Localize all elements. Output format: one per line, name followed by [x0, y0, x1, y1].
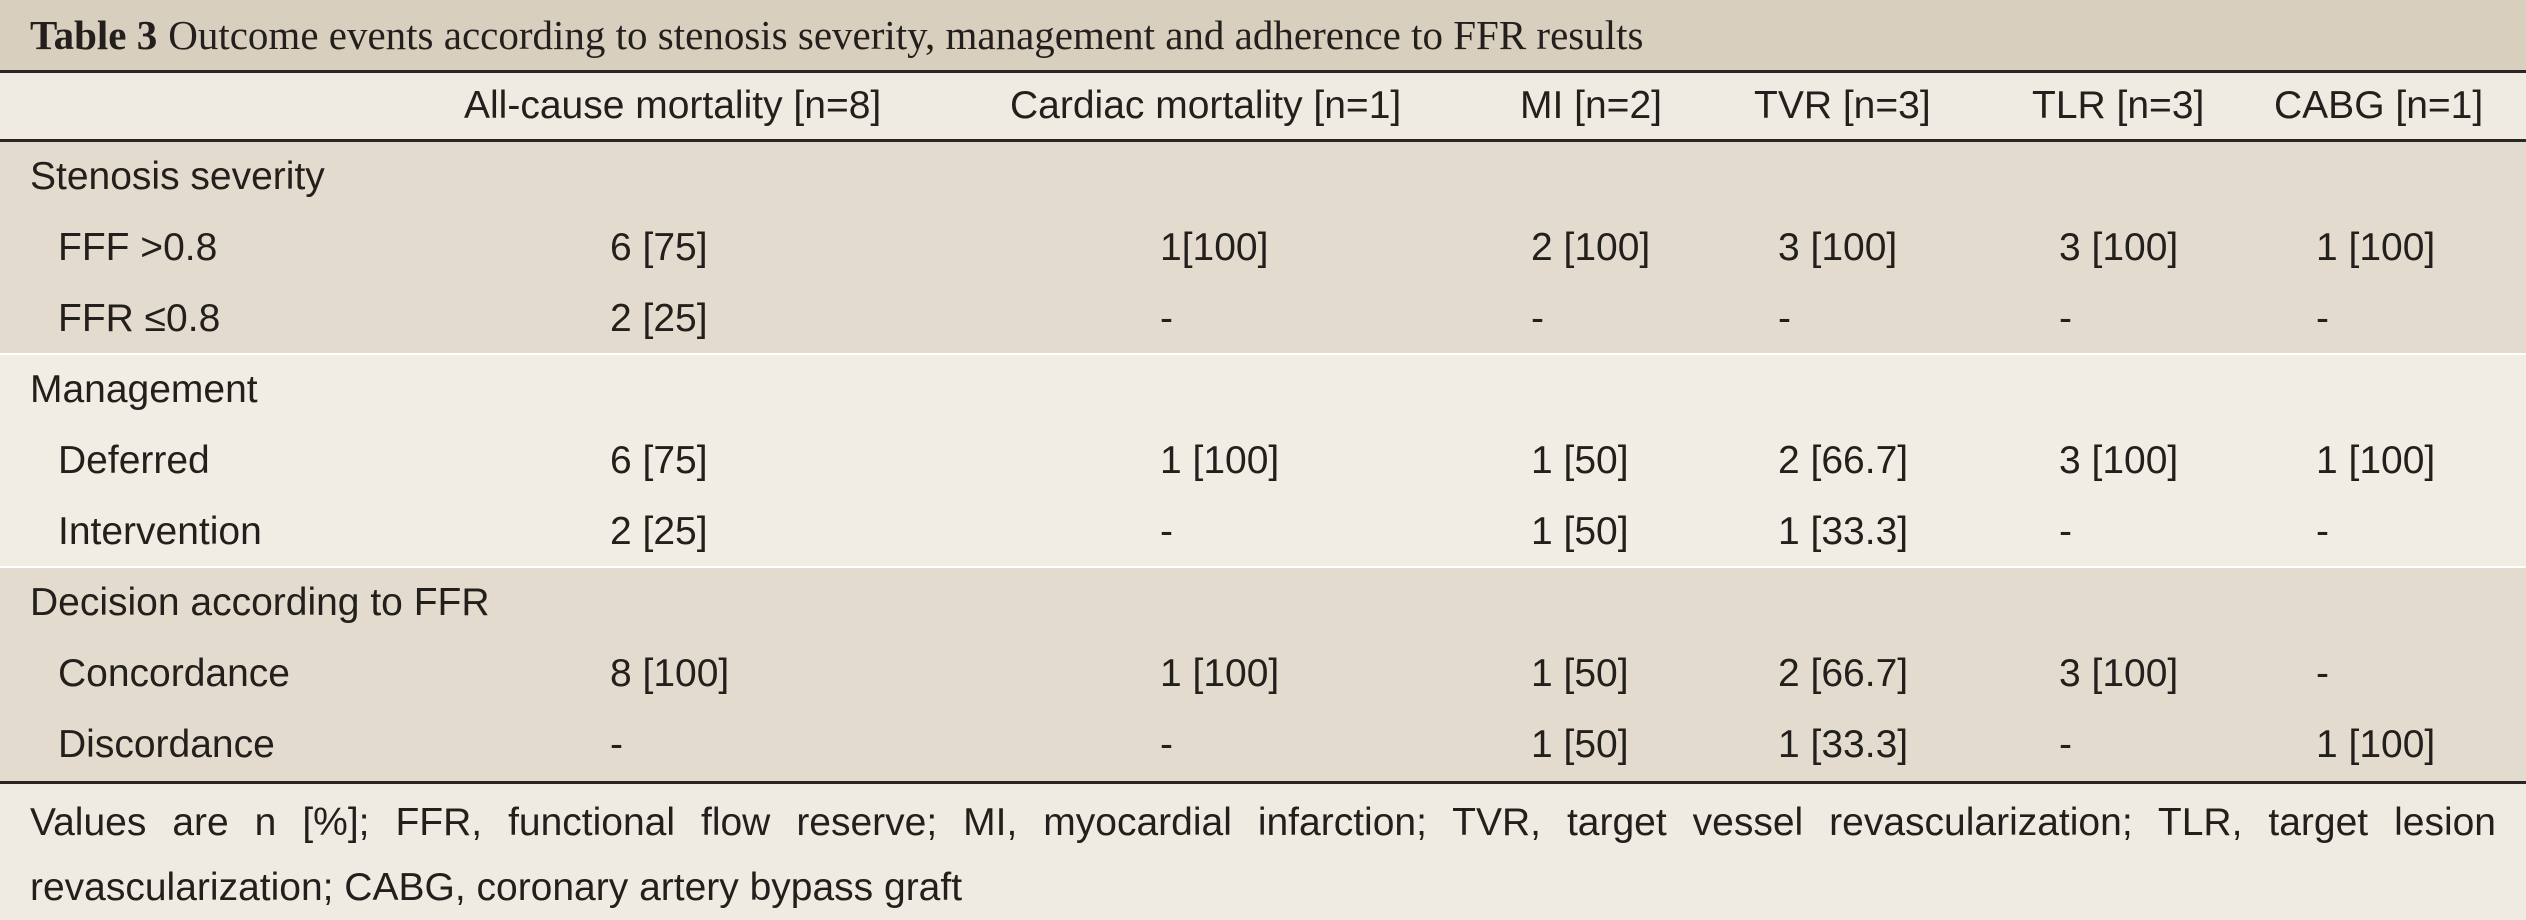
table-cell: 1 [100] — [1160, 439, 1280, 482]
group-divider — [0, 566, 2526, 568]
row-label: Deferred — [58, 439, 210, 482]
table-cell: 2 [25] — [610, 510, 708, 553]
table-cell: - — [1160, 297, 1173, 340]
table-footnote: Values are n [%]; FFR, functional flow r… — [0, 781, 2526, 917]
row-group-decision-according-to-ffr: Decision according to FFR Concordance 8 … — [0, 568, 2526, 781]
table-cell: 2 [66.7] — [1778, 652, 1909, 695]
table-cell: 1 [50] — [1531, 723, 1629, 766]
table-cell: 2 [66.7] — [1778, 439, 1909, 482]
row-label: Intervention — [58, 510, 262, 553]
column-header-tlr: TLR [n=3] — [2032, 84, 2205, 127]
table-cell: - — [2316, 297, 2329, 340]
table-cell: 3 [100] — [2059, 439, 2179, 482]
table-cell: 1[100] — [1160, 226, 1269, 269]
row-label: Concordance — [58, 652, 290, 695]
group-divider — [0, 353, 2526, 355]
table-cell: 3 [100] — [1778, 226, 1898, 269]
table-header-row: All-cause mortality [n=8] Cardiac mortal… — [0, 70, 2526, 142]
table-cell: - — [2059, 297, 2072, 340]
table-cell: 1 [50] — [1531, 510, 1629, 553]
table-cell: 1 [33.3] — [1778, 723, 1909, 766]
table-cell: 6 [75] — [610, 226, 708, 269]
table-cell: - — [2059, 510, 2072, 553]
table-cell: 3 [100] — [2059, 652, 2179, 695]
table-cell: - — [2316, 652, 2329, 695]
column-header-mi: MI [n=2] — [1520, 84, 1662, 127]
group-title: Decision according to FFR — [30, 581, 490, 624]
row-group-management: Management Deferred 6 [75] 1 [100] 1 [50… — [0, 355, 2526, 568]
table-cell: - — [1160, 723, 1173, 766]
table-cell: - — [1160, 510, 1173, 553]
table-cell: 8 [100] — [610, 652, 730, 695]
table-cell: 2 [25] — [610, 297, 708, 340]
column-header-cabg: CABG [n=1] — [2274, 84, 2484, 127]
table-caption: Table 3 Outcome events according to sten… — [0, 0, 2526, 70]
table-cell: 1 [100] — [2316, 439, 2436, 482]
table-cell: - — [2059, 723, 2072, 766]
column-header-cardiac-mortality: Cardiac mortality [n=1] — [1010, 84, 1402, 127]
row-group-stenosis-severity: Stenosis severity FFF >0.8 6 [75] 1[100]… — [0, 142, 2526, 355]
table-cell: - — [610, 723, 623, 766]
table-cell: 1 [50] — [1531, 439, 1629, 482]
group-title: Stenosis severity — [30, 155, 325, 198]
table-number: Table 3 — [30, 12, 158, 58]
column-header-tvr: TVR [n=3] — [1754, 84, 1931, 127]
table-cell: 2 [100] — [1531, 226, 1651, 269]
table-cell: - — [1531, 297, 1544, 340]
table-cell: - — [1778, 297, 1791, 340]
column-header-all-cause-mortality: All-cause mortality [n=8] — [464, 84, 882, 127]
table-cell: - — [2316, 510, 2329, 553]
row-label: Discordance — [58, 723, 275, 766]
table-cell: 1 [100] — [2316, 723, 2436, 766]
table-cell: 1 [50] — [1531, 652, 1629, 695]
table-cell: 1 [100] — [1160, 652, 1280, 695]
table-cell: 1 [33.3] — [1778, 510, 1909, 553]
row-label: FFR ≤0.8 — [58, 297, 221, 340]
row-label: FFF >0.8 — [58, 226, 218, 269]
group-title: Management — [30, 368, 258, 411]
table-cell: 6 [75] — [610, 439, 708, 482]
table-cell: 1 [100] — [2316, 226, 2436, 269]
table-title: Outcome events according to stenosis sev… — [168, 12, 1644, 58]
table-cell: 3 [100] — [2059, 226, 2179, 269]
